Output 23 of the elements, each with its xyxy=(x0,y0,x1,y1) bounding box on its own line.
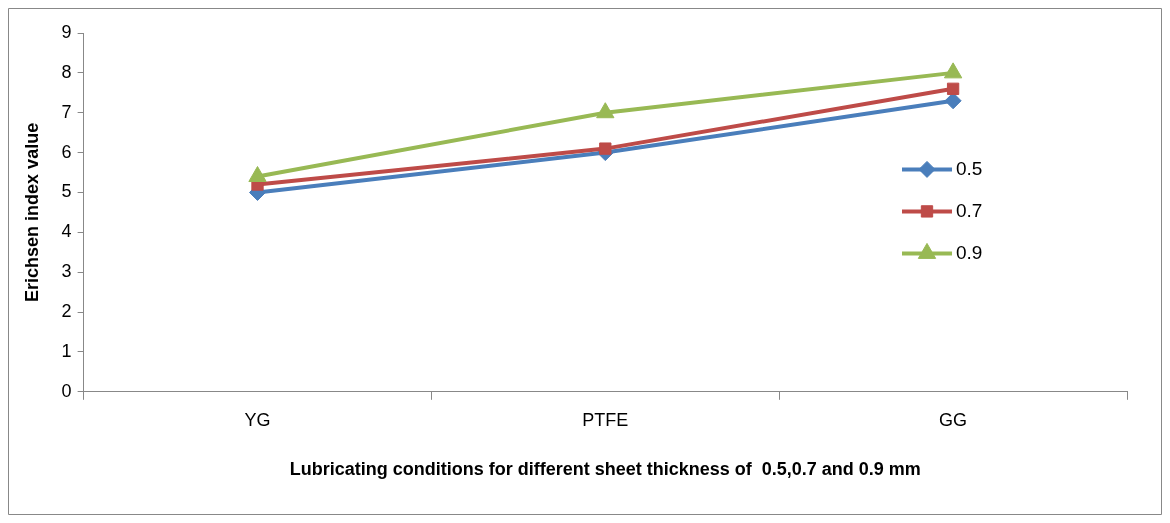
y-tick-label: 3 xyxy=(61,261,72,282)
y-tick-label: 8 xyxy=(61,61,72,82)
x-tick-label: YG xyxy=(244,409,271,430)
legend-label: 0.5 xyxy=(956,157,983,179)
point xyxy=(248,166,267,183)
point xyxy=(946,82,960,95)
legend-label: 0.7 xyxy=(956,199,983,221)
y-tick-label: 9 xyxy=(61,21,72,42)
y-tick-label: 5 xyxy=(61,181,72,202)
y-tick-label: 6 xyxy=(61,141,72,162)
y-tick-label: 7 xyxy=(61,101,72,122)
x-axis-title: Lubricating conditions for different sheet thickness of 0.5,0.7 and 0.9 mm xyxy=(289,459,921,480)
point xyxy=(943,62,963,79)
y-tick-label: 0 xyxy=(61,380,72,401)
y-tick-label: 4 xyxy=(61,221,72,242)
x-tick-label: GG xyxy=(939,409,968,430)
y-tick-label: 1 xyxy=(61,340,72,361)
y-tick-label: 2 xyxy=(61,301,72,322)
legend-label: 0.9 xyxy=(956,241,983,263)
point xyxy=(596,102,615,119)
x-tick-label: PTFE xyxy=(582,409,629,430)
point xyxy=(599,142,612,155)
y-axis-title: Erichsen index value xyxy=(21,122,42,302)
